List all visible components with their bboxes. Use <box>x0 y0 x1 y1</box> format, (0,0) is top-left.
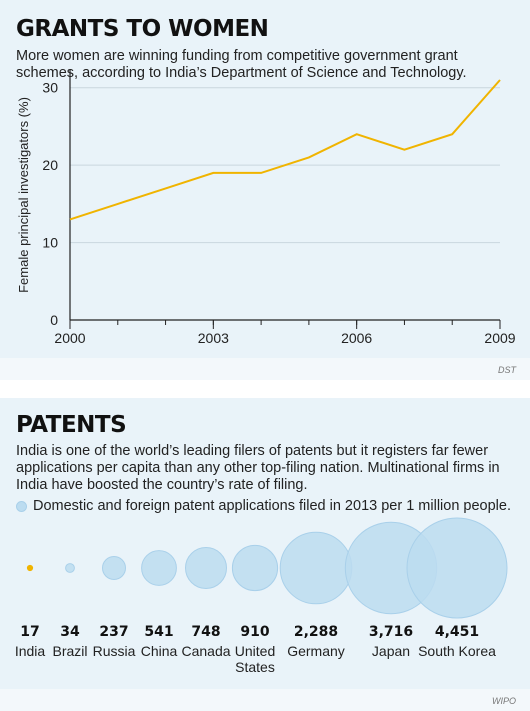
y-tick-label: 30 <box>42 80 58 96</box>
value-label: 2,288 <box>293 624 339 640</box>
value-label: 3,716 <box>368 624 414 640</box>
bubble-label-group: 2,288 Germany <box>271 624 361 659</box>
bubble-united-states <box>231 544 279 592</box>
x-tick-label: 2003 <box>198 330 229 346</box>
bubble-label-group: 34 Brazil <box>25 624 115 659</box>
y-tick-label: 0 <box>50 312 58 328</box>
value-label: 4,451 <box>434 624 480 640</box>
bubble-brazil <box>65 563 75 573</box>
category-label: China <box>140 643 178 659</box>
bubble-canada <box>185 547 227 589</box>
category-label: India <box>14 643 46 659</box>
grants-title: GRANTS TO WOMEN <box>16 16 269 42</box>
legend-bubble-icon <box>16 500 27 512</box>
category-label: United States <box>234 643 276 675</box>
category-label: South Korea <box>418 643 496 659</box>
bubble-india <box>26 564 34 572</box>
grants-source: DST <box>498 365 516 375</box>
value-label: 541 <box>144 624 174 640</box>
bubble-label-group: 3,716 Japan <box>346 624 436 659</box>
grants-footer <box>0 358 530 380</box>
bubble-label-group: 17 India <box>0 624 75 659</box>
bubble-label-group: 237 Russia <box>69 624 159 659</box>
category-label: Brazil <box>52 643 88 659</box>
category-label: Germany <box>287 643 345 659</box>
x-tick-label: 2000 <box>54 330 85 346</box>
legend-text: Domestic and foreign patent applications… <box>33 498 511 514</box>
y-axis-label: Female principal investigators (%) <box>16 97 31 293</box>
bubble-germany <box>279 531 353 605</box>
y-tick-labels: 0 10 20 30 <box>42 80 58 328</box>
patents-panel: PATENTS India is one of the world’s lead… <box>0 398 530 711</box>
patents-source: WIPO <box>492 696 516 706</box>
bubble-label-group: 541 China <box>114 624 204 659</box>
value-label: 910 <box>240 624 270 640</box>
patents-subtitle: India is one of the world’s leading file… <box>16 443 500 493</box>
category-label: Japan <box>371 643 411 659</box>
value-label: 34 <box>60 624 80 640</box>
y-tick-label: 10 <box>42 235 58 251</box>
grants-panel: GRANTS TO WOMEN More women are winning f… <box>0 0 530 380</box>
axes <box>69 70 501 329</box>
value-label: 748 <box>191 624 221 640</box>
bubble-label-group: 910 United States <box>210 624 300 675</box>
value-label: 237 <box>99 624 129 640</box>
bubble-russia <box>102 556 126 580</box>
x-tick-label: 2006 <box>341 330 372 346</box>
category-label: Canada <box>181 643 231 659</box>
patents-legend: Domestic and foreign patent applications… <box>16 498 511 514</box>
bubble-label-group: 748 Canada <box>161 624 251 659</box>
value-label: 17 <box>20 624 40 640</box>
bubble-chart <box>26 517 508 619</box>
y-tick-label: 20 <box>42 157 58 173</box>
bubble-label-group: 4,451 South Korea <box>412 624 502 659</box>
grants-subtitle: More women are winning funding from comp… <box>16 48 467 81</box>
bubble-labels: 17 India 34 Brazil 237 Russia 541 China 748 Canad… <box>0 624 530 684</box>
bubbles <box>26 517 508 619</box>
x-tick-label: 2009 <box>484 330 515 346</box>
bubble-china <box>141 550 177 586</box>
patents-footer <box>0 689 530 711</box>
patents-title: PATENTS <box>16 412 127 438</box>
category-label: Russia <box>92 643 136 659</box>
bubble-south-korea <box>406 517 508 619</box>
x-tick-labels: 2000 2003 2006 2009 <box>54 330 515 346</box>
series-line <box>69 79 501 221</box>
line-chart: 0 10 20 30 2000 2003 2006 2009 Female principa… <box>16 70 516 346</box>
